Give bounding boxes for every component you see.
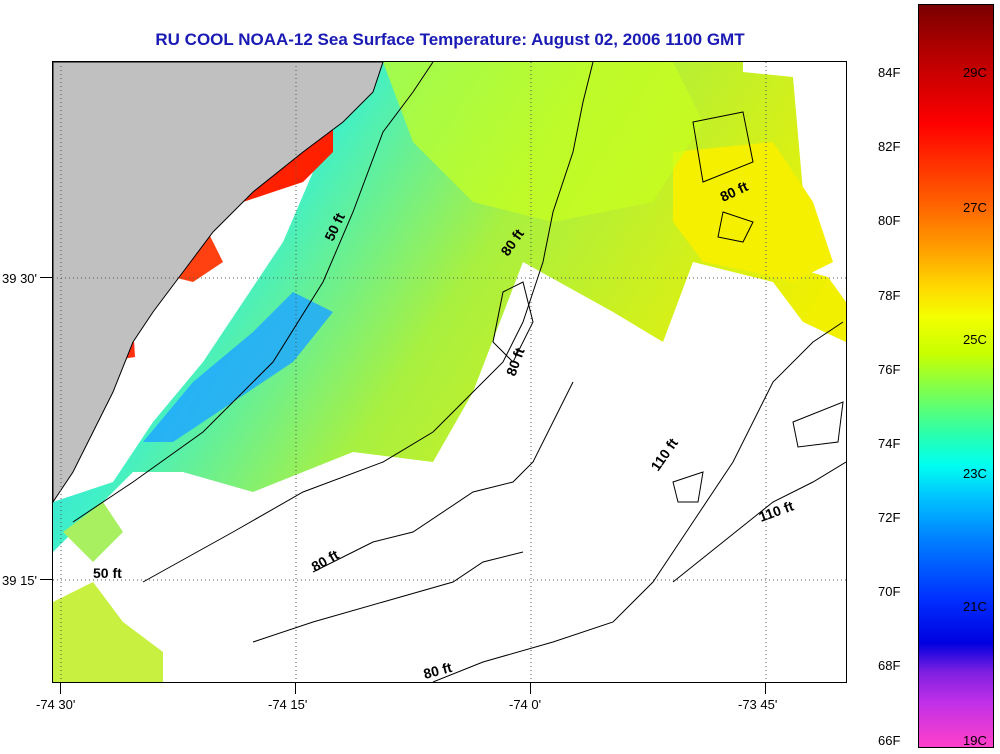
land-new-jersey xyxy=(53,62,384,503)
x-tick xyxy=(60,682,61,694)
graticule xyxy=(53,62,846,682)
colorbar-label-76f: 76F xyxy=(878,362,901,377)
bathymetry-contours xyxy=(72,62,846,682)
sst-field-yellow-nw xyxy=(383,62,703,222)
sst-field-yellow-east xyxy=(673,142,833,282)
contour-label-110ft-central: 110 ft xyxy=(647,435,681,474)
sst-map-canvas: 50 ft 80 ft 80 ft 80 ft 80 ft 50 ft 80 f… xyxy=(53,62,846,682)
latitude-label-39-15: 39 15' xyxy=(2,573,38,588)
map-title: RU COOL NOAA-12 Sea Surface Temperature:… xyxy=(155,30,745,49)
colorbar-label-72f: 72F xyxy=(878,510,901,525)
sst-field-cold-core xyxy=(143,292,333,442)
y-tick xyxy=(40,579,52,580)
contour-label-110ft-east: 110 ft xyxy=(757,497,796,524)
longitude-label-73-45: -73 45' xyxy=(738,697,778,712)
colorbar-label-25c: 25C xyxy=(963,332,987,347)
contour-label-80ft-central: 80 ft xyxy=(503,345,528,378)
x-tick xyxy=(765,682,766,694)
colorbar-label-78f: 78F xyxy=(878,288,901,303)
colorbar-label-66f: 66F xyxy=(878,733,901,748)
colorbar-label-21c: 21C xyxy=(963,599,987,614)
y-tick xyxy=(40,277,52,278)
colorbar-label-29c: 29C xyxy=(963,65,987,80)
sst-field-west-band xyxy=(63,502,123,562)
colorbar-label-70f: 70F xyxy=(878,584,901,599)
colorbar-label-23c: 23C xyxy=(963,466,987,481)
colorbar-label-82f: 82F xyxy=(878,139,901,154)
colorbar-label-80f: 80F xyxy=(878,213,901,228)
colorbar-label-84f: 84F xyxy=(878,65,901,80)
colorbar-label-19c: 19C xyxy=(963,733,987,748)
sst-map: 50 ft 80 ft 80 ft 80 ft 80 ft 50 ft 80 f… xyxy=(52,61,847,683)
colorbar-label-74f: 74F xyxy=(878,436,901,451)
longitude-label-74-0: -74 0' xyxy=(509,697,542,712)
contour-label-80ft-south: 80 ft xyxy=(309,546,342,574)
temperature-colorbar xyxy=(918,4,994,748)
latitude-label-39-30: 39 30' xyxy=(2,271,38,286)
colorbar-label-27c: 27C xyxy=(963,200,987,215)
longitude-label-74-15: -74 15' xyxy=(268,697,308,712)
x-tick xyxy=(530,682,531,694)
colorbar-label-68f: 68F xyxy=(878,658,901,673)
sst-field-southwest xyxy=(53,582,163,682)
longitude-label-74-30: -74 30' xyxy=(36,697,76,712)
contour-label-50ft-southwest: 50 ft xyxy=(93,565,122,581)
x-tick xyxy=(295,682,296,694)
contour-label-80ft-bottom: 80 ft xyxy=(422,659,454,682)
